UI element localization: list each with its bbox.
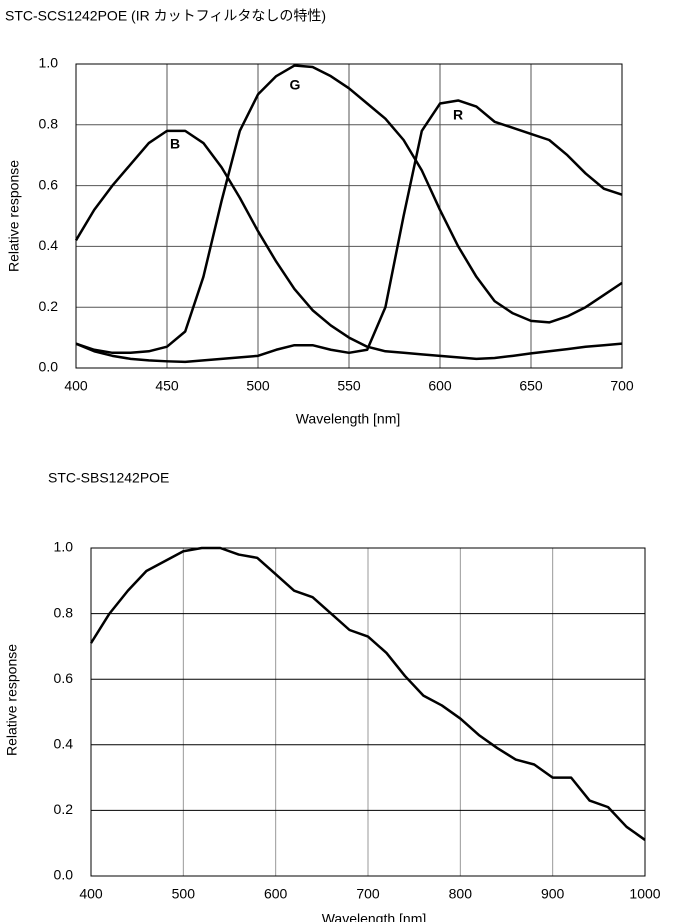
- x-tick-label: 1000: [629, 886, 660, 902]
- x-tick-label: 550: [337, 378, 361, 394]
- x-tick-label: 800: [449, 886, 473, 902]
- x-tick-label: 650: [519, 378, 543, 394]
- x-tick-label: 600: [264, 886, 288, 902]
- data-line: [75, 99, 623, 364]
- data-line: [89, 546, 646, 841]
- y-tick-label: 0.0: [54, 867, 74, 883]
- y-axis-label: Relative response: [6, 160, 22, 272]
- series-label: R: [453, 107, 463, 123]
- y-tick-label: 1.0: [54, 539, 74, 555]
- chart-title: STC-SCS1242POE (IR カットフィルタなしの特性): [5, 8, 326, 24]
- y-tick-label: 0.8: [54, 604, 74, 620]
- y-axis-label: Relative response: [4, 644, 20, 756]
- y-tick-label: 0.6: [54, 670, 74, 686]
- plot-frame: [90, 547, 646, 877]
- x-tick-label: 700: [610, 378, 634, 394]
- x-axis-label: Wavelength [nm]: [322, 911, 427, 922]
- data-line: [75, 64, 623, 355]
- chart-title: STC-SBS1242POE: [48, 470, 169, 486]
- y-tick-label: 0.0: [39, 359, 59, 375]
- y-tick-label: 0.6: [39, 176, 59, 192]
- x-tick-label: 400: [64, 378, 88, 394]
- x-tick-label: 450: [155, 378, 179, 394]
- x-tick-label: 900: [541, 886, 565, 902]
- y-tick-label: 0.2: [39, 298, 59, 314]
- y-tick-label: 0.4: [54, 736, 74, 752]
- x-tick-label: 600: [428, 378, 452, 394]
- y-tick-label: 0.4: [39, 237, 59, 253]
- x-tick-label: 700: [356, 886, 380, 902]
- series-label: B: [170, 136, 180, 152]
- x-tick-label: 400: [79, 886, 103, 902]
- x-tick-label: 500: [172, 886, 196, 902]
- plot-frame: [75, 63, 623, 369]
- x-axis-label: Wavelength [nm]: [296, 411, 401, 427]
- x-tick-label: 500: [246, 378, 270, 394]
- y-tick-label: 0.8: [39, 116, 59, 132]
- y-tick-label: 1.0: [39, 55, 59, 71]
- y-tick-label: 0.2: [54, 801, 74, 817]
- data-line: [74, 129, 623, 361]
- series-label: G: [290, 77, 301, 93]
